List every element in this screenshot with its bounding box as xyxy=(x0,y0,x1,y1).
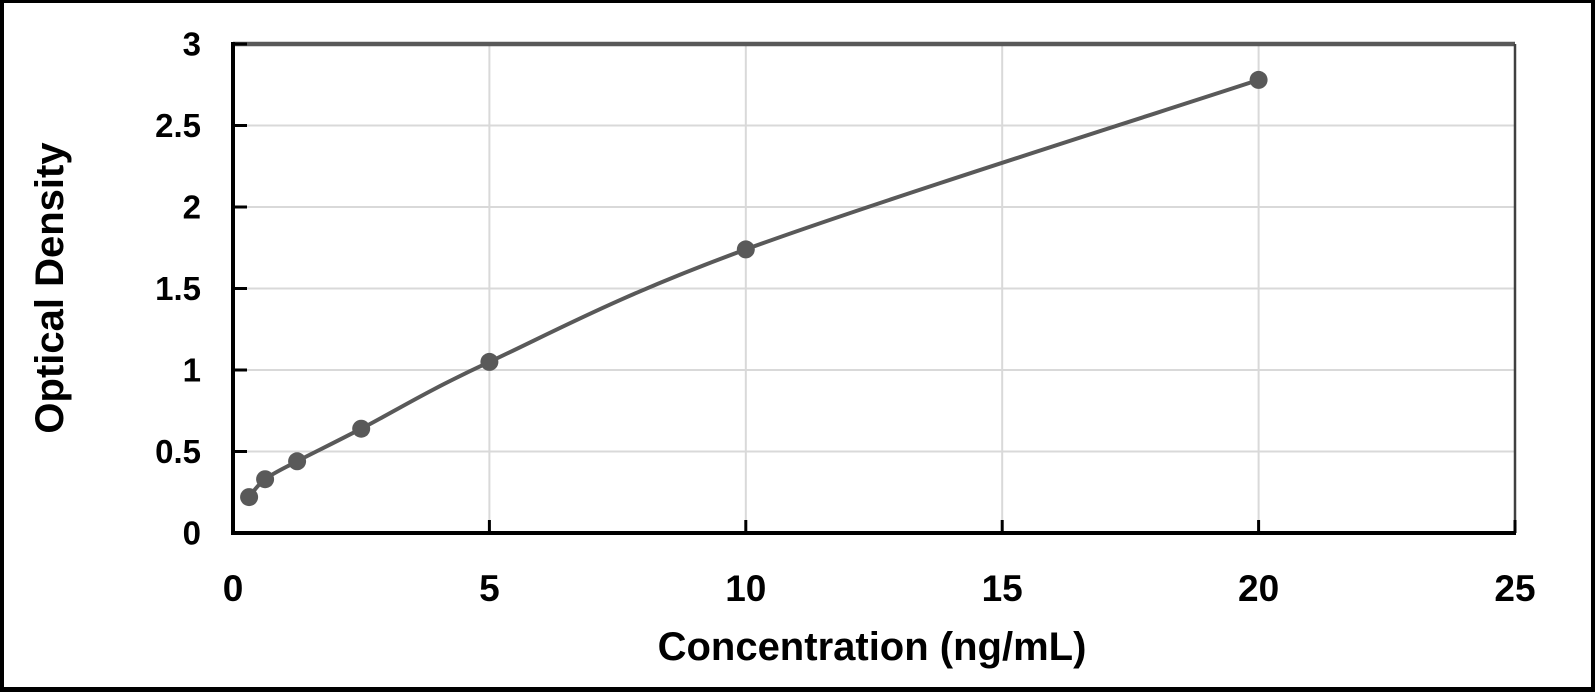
y-tick-label: 0.5 xyxy=(155,433,201,470)
axis-ticks xyxy=(233,42,1517,533)
y-tick-label: 1.5 xyxy=(155,270,201,307)
y-tick-label: 0 xyxy=(183,515,201,552)
gridlines xyxy=(235,46,1514,532)
y-axis-title: Optical Density xyxy=(28,142,72,434)
data-point-marker xyxy=(352,419,371,438)
x-tick-label: 15 xyxy=(982,568,1023,609)
y-tick-label: 2.5 xyxy=(155,107,201,144)
data-point-marker xyxy=(240,488,259,507)
x-tick-label: 20 xyxy=(1238,568,1279,609)
data-points xyxy=(240,70,1268,507)
data-point-marker xyxy=(736,240,755,259)
x-tick-label: 0 xyxy=(223,568,244,609)
x-tick-label: 25 xyxy=(1494,568,1535,609)
x-tick-label: 5 xyxy=(479,568,500,609)
axis-lines xyxy=(231,42,1516,535)
data-point-marker xyxy=(1249,70,1268,89)
tick-labels: 0 0.5 1 1.5 2 2.5 3 0 5 10 15 20 25 xyxy=(155,26,1535,610)
x-tick-label: 10 xyxy=(725,568,766,609)
y-tick-label: 1 xyxy=(183,352,201,389)
data-point-marker xyxy=(480,352,499,371)
y-tick-label: 2 xyxy=(183,189,201,226)
data-point-marker xyxy=(288,452,307,471)
data-point-marker xyxy=(256,470,275,489)
plot-borders xyxy=(233,41,1517,533)
y-tick-label: 3 xyxy=(183,26,201,63)
x-axis-title: Concentration (ng/mL) xyxy=(658,625,1087,669)
